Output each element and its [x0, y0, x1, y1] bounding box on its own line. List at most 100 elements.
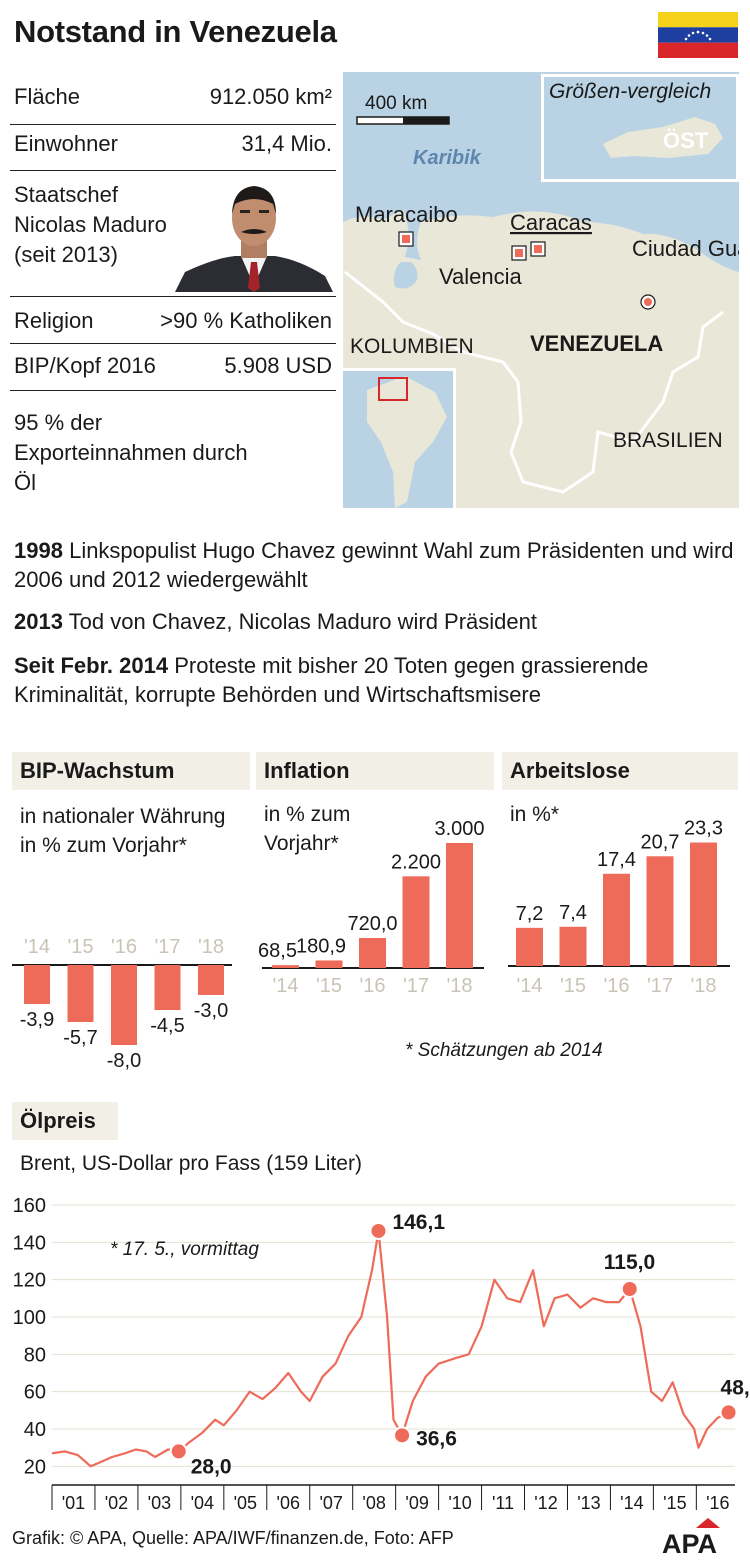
panel-subtitle-gdp: in nationaler Währung in % zum Vorjahr* — [20, 805, 226, 857]
oil-y-tick: 20 — [24, 1456, 46, 1478]
oil-annotation-marker — [620, 1280, 639, 1298]
gdp-value-label: -5,7 — [63, 1027, 97, 1049]
map-country-label-main: VENEZUELA — [530, 331, 663, 356]
panel-title-gdp: BIP-Wachstum — [12, 752, 250, 790]
oil-x-tick: '01 — [62, 1493, 85, 1510]
inflation-bar — [402, 876, 430, 968]
chart-unemployment: '14 7,2 '15 7,4 '16 17,4 '17 20,7 '18 23,3 — [508, 818, 730, 997]
timeline-year: Seit Febr. 2014 — [14, 653, 169, 678]
unemployment-year-label: '17 — [647, 975, 673, 997]
gdp-bar — [198, 965, 224, 995]
unemployment-bar — [646, 856, 674, 966]
oil-x-tick: '05 — [234, 1493, 257, 1510]
unemployment-value-label: 20,7 — [641, 831, 680, 853]
unemployment-bar — [603, 873, 630, 966]
fact-head-of-state: Staatschef Nicolas Maduro (seit 2013) — [14, 182, 167, 267]
inflation-bar — [359, 938, 386, 968]
fact-row-area: Fläche 912.050 km² — [14, 84, 332, 110]
oil-x-tick: '13 — [577, 1493, 600, 1510]
fact-label: Fläche — [14, 84, 81, 109]
fact-value: 912.050 km² — [209, 84, 332, 109]
oil-price-chart: 20 40 60 80 100 120 140 160 '01 '02 '03 '04 '05 '06 '0… — [13, 1195, 750, 1510]
inflation-year-label: '18 — [446, 975, 472, 997]
chart-inflation: '14 68,5 '15 180,9 '16 720,0 '17 2.200 '18 3.000 — [258, 818, 485, 997]
credits: Grafik: © APA, Quelle: APA/IWF/finanzen.… — [12, 1528, 454, 1548]
unemployment-bar — [559, 926, 587, 966]
map-compare-title: Größen-vergleich — [549, 80, 711, 103]
venezuela-map: Größen-vergleich ÖST 400 km Karibik Mara… — [343, 72, 739, 508]
oil-x-tick: '07 — [319, 1493, 342, 1510]
panel-title-unemployment: Arbeitslose — [502, 752, 738, 790]
divider — [10, 390, 336, 391]
gdp-value-label: -8,0 — [107, 1050, 141, 1072]
map-country-label: BRASILIEN — [613, 429, 723, 452]
bar-charts: '14 -3,9 '15 -5,7 '16 -8,0 '17 -4,5 '18 -3,0 '14 6… — [12, 818, 730, 1072]
timeline-entry: 1998 Linkspopulist Hugo Chavez gewinnt W… — [14, 536, 744, 594]
inflation-value-label: 2.200 — [391, 851, 441, 873]
page-title: Notstand in Venezuela — [14, 14, 337, 49]
divider — [10, 124, 336, 125]
fact-label: Religion — [14, 308, 94, 333]
timeline-text: Proteste mit bisher 20 Toten gegen grass… — [14, 653, 649, 707]
oil-x-tick: '15 — [663, 1493, 686, 1510]
gdp-year-label: '16 — [111, 936, 137, 958]
gdp-year-label: '17 — [154, 936, 180, 958]
timeline-year: 1998 — [14, 538, 63, 563]
fact-label: BIP/Kopf 2016 — [14, 353, 156, 378]
oil-line-chart: 20 40 60 80 100 120 140 160 '01 '02 '03 '04 '05 '06 '0… — [13, 1195, 750, 1510]
oil-chart-subtitle: Brent, US-Dollar pro Fass (159 Liter) — [20, 1152, 362, 1175]
inflation-value-label: 3.000 — [434, 818, 484, 840]
oil-x-tick: '10 — [448, 1493, 471, 1510]
portrait-photo — [175, 176, 333, 292]
panel-title-inflation: Inflation — [256, 752, 494, 790]
panel-subtitle-inflation: in % zum Vorjahr* — [264, 803, 351, 855]
map-country-label: KOLUMBIEN — [350, 335, 474, 358]
oil-y-tick: 120 — [13, 1270, 46, 1292]
oil-y-tick: 140 — [13, 1232, 46, 1254]
oil-x-tick: '12 — [534, 1493, 557, 1510]
inflation-value-label: 720,0 — [347, 913, 397, 935]
timeline-text: Linkspopulist Hugo Chavez gewinnt Wahl z… — [14, 538, 734, 592]
inflation-bar — [446, 843, 473, 968]
gdp-bar — [67, 965, 94, 1022]
oil-x-tick: '02 — [105, 1493, 128, 1510]
map-compare-country: ÖST — [663, 128, 709, 153]
oil-annotation-label: 146,1 — [392, 1211, 445, 1234]
oil-annotation-marker — [169, 1442, 188, 1461]
fact-exports: 95 % der Exporteinnahmen durch Öl — [14, 410, 248, 495]
inflation-bar — [315, 960, 343, 968]
gdp-bar — [24, 965, 50, 1004]
fact-row-religion: Religion >90 % Katholiken — [14, 308, 332, 334]
oil-x-tick: '08 — [362, 1493, 385, 1510]
unemployment-value-label: 23,3 — [684, 818, 723, 840]
oil-x-tick: '16 — [706, 1493, 729, 1510]
divider — [10, 296, 336, 297]
inflation-bar — [272, 965, 299, 968]
oil-annotation-marker — [369, 1221, 388, 1240]
gdp-bar — [111, 965, 137, 1045]
chart-gdp-growth: '14 -3,9 '15 -5,7 '16 -8,0 '17 -4,5 '18 -3,0 — [12, 936, 232, 1072]
inflation-value-label: 68,5 — [258, 940, 297, 962]
fact-row-population: Einwohner 31,4 Mio. — [14, 131, 332, 157]
venezuela-flag-icon — [658, 12, 738, 58]
unemployment-year-label: '15 — [560, 975, 586, 997]
oil-x-tick: '04 — [191, 1493, 214, 1510]
divider — [10, 170, 336, 171]
oil-y-tick: 60 — [24, 1382, 46, 1404]
oil-y-tick: 80 — [24, 1344, 46, 1366]
map-scale-label: 400 km — [365, 93, 427, 114]
oil-annotation-label: 115,0 — [604, 1251, 655, 1274]
oil-x-tick: '06 — [277, 1493, 300, 1510]
timeline-text: Tod von Chavez, Nicolas Maduro wird Präs… — [68, 609, 537, 634]
gdp-year-label: '18 — [198, 936, 224, 958]
map-city: Ciudad Guayana — [632, 236, 739, 261]
timeline-entry: 2013 Tod von Chavez, Nicolas Maduro wird… — [14, 607, 744, 636]
fact-value: 31,4 Mio. — [241, 131, 333, 156]
oil-chart-title: Ölpreis — [12, 1102, 118, 1140]
unemployment-year-label: '14 — [516, 975, 542, 997]
oil-y-tick: 100 — [13, 1307, 46, 1329]
map-sea-label: Karibik — [413, 147, 482, 169]
oil-annotation-label: 48,9* — [721, 1376, 750, 1399]
fact-value: >90 % Katholiken — [160, 308, 332, 333]
inflation-year-label: '17 — [403, 975, 429, 997]
